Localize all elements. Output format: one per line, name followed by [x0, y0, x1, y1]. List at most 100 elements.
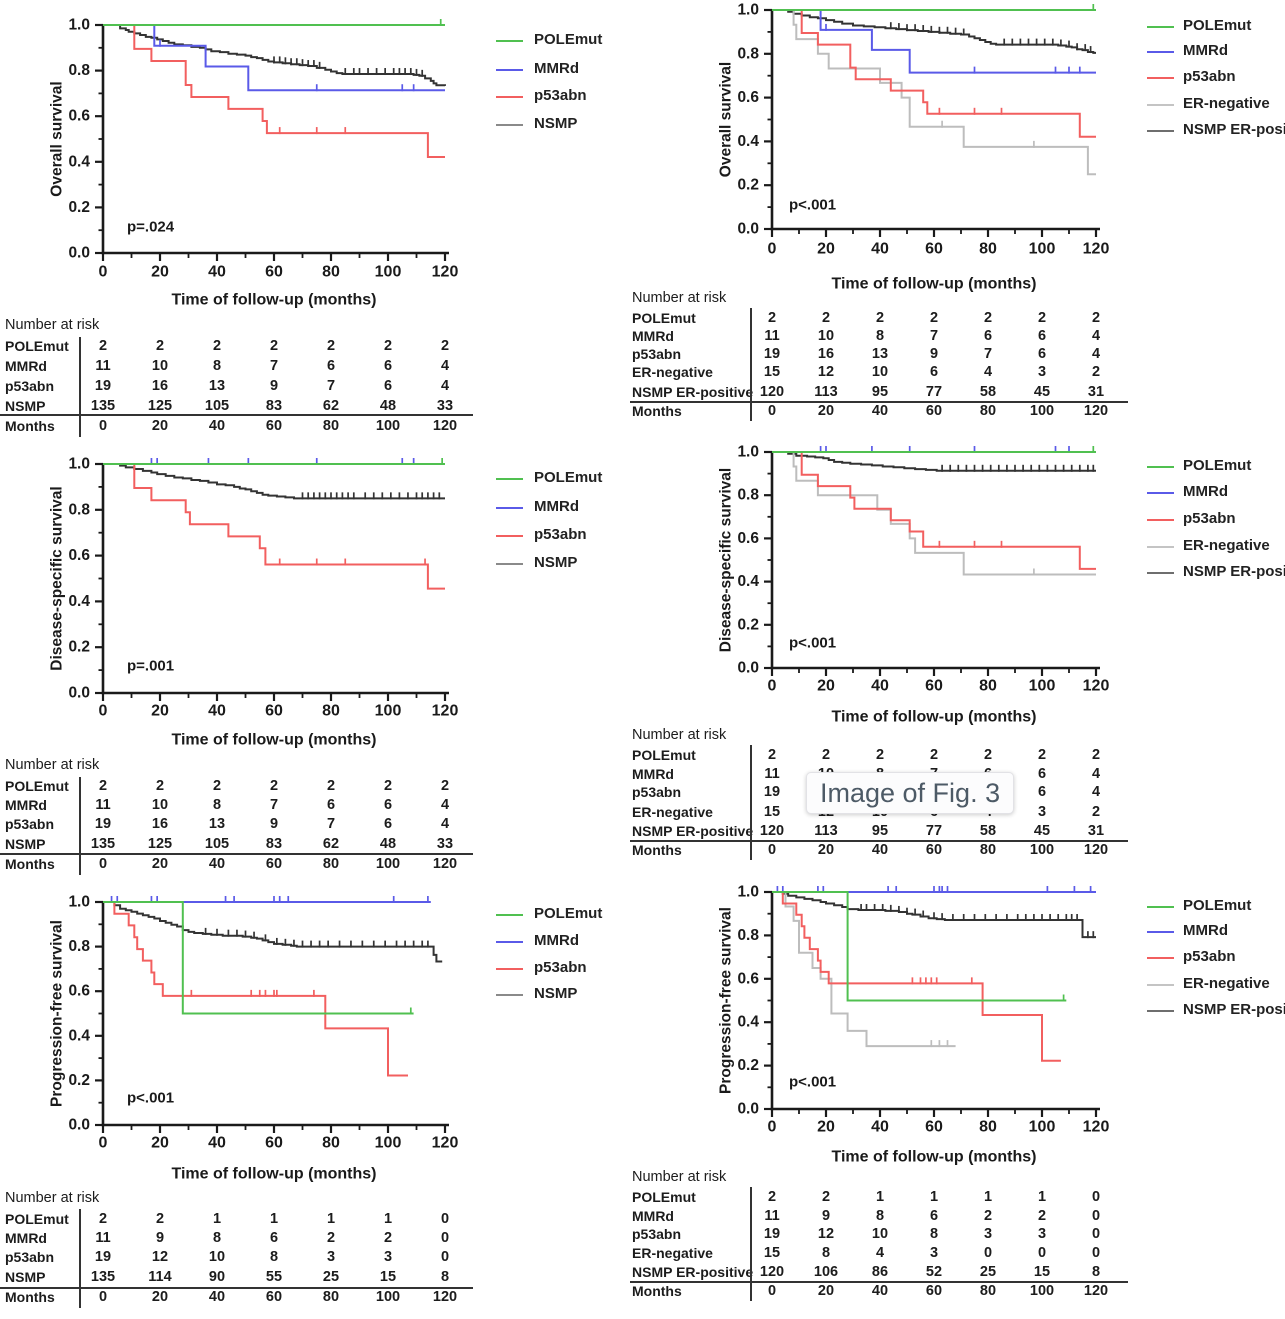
- figure-link-tooltip[interactable]: Image of Fig. 3: [806, 772, 1015, 814]
- svg-text:100: 100: [375, 703, 402, 720]
- dss-molecular-risk-value: 6: [383, 797, 393, 813]
- os-molecular-risk-value: 4: [440, 358, 450, 374]
- dss-er-risk-value: 2: [929, 747, 939, 763]
- pfs-er-risk-value: 0: [1091, 1208, 1101, 1224]
- os-molecular-risk-value: 105: [204, 398, 230, 414]
- dss-er-risk-month-value: 40: [871, 842, 889, 858]
- os-molecular-legend-swatch-MMRd: [496, 69, 523, 71]
- svg-text:0.0: 0.0: [68, 685, 90, 702]
- pfs-molecular-risk-value: 15: [379, 1269, 397, 1285]
- svg-text:120: 120: [432, 1135, 459, 1152]
- dss-er-legend-label-ER-negative: ER-negative: [1183, 536, 1270, 554]
- dss-molecular-risk-month-value: 100: [375, 856, 401, 872]
- dss-er-legend-label-p53abn: p53abn: [1183, 509, 1236, 527]
- dss-molecular-risk-value: 7: [269, 797, 279, 813]
- pfs-molecular-plot: 0.0 0.2 0.4 0.6 0.8 1.0 0 20 40 60 80 100 120 Time of…: [49, 894, 459, 1183]
- svg-text:60: 60: [925, 1119, 943, 1136]
- dss-er-risk-value: 4: [1091, 784, 1101, 800]
- svg-text:1.0: 1.0: [737, 2, 759, 19]
- pfs-er-risk-value: 2: [821, 1189, 831, 1205]
- svg-text:0.6: 0.6: [737, 970, 759, 987]
- pfs-er-risk-value: 0: [1091, 1245, 1101, 1261]
- dss-molecular-risk-table-title: Number at risk: [5, 757, 100, 773]
- pfs-molecular-risk-value: 12: [151, 1249, 169, 1265]
- pfs-er-risk-value: 19: [763, 1226, 781, 1242]
- dss-er-legend-swatch-ER-negative: [1147, 546, 1174, 548]
- pfs-molecular-legend-label-NSMP: NSMP: [534, 984, 578, 1002]
- os-molecular-risk-months-label: Months: [5, 418, 55, 434]
- os-er-risk-value: 12: [817, 364, 835, 380]
- svg-text:100: 100: [375, 1135, 402, 1152]
- svg-text:40: 40: [208, 1135, 226, 1152]
- pfs-molecular-p-value: p<.001: [127, 1090, 174, 1107]
- dss-er-risk-value: 2: [983, 747, 993, 763]
- svg-text:80: 80: [979, 678, 997, 695]
- pfs-er-risk-value: 8: [821, 1245, 831, 1261]
- dss-molecular-legend-label-NSMP: NSMP: [534, 553, 578, 571]
- dss-molecular-risk-value: 62: [322, 836, 340, 852]
- dss-molecular-risk-value: 13: [208, 816, 226, 832]
- os-molecular-risk-value: 2: [440, 338, 450, 354]
- dss-molecular-risk-value: 2: [383, 778, 393, 794]
- pfs-molecular-risk-value: 2: [98, 1211, 108, 1227]
- svg-text:1.0: 1.0: [737, 444, 759, 461]
- dss-er-risk-table-title: Number at risk: [632, 727, 727, 743]
- os-er-risk-value: 13: [871, 346, 889, 362]
- svg-text:0: 0: [99, 1135, 108, 1152]
- os-molecular-risk-value: 2: [212, 338, 222, 354]
- svg-text:120: 120: [1083, 678, 1110, 695]
- os-er-MMRd-curve: [772, 9, 1096, 74]
- os-molecular-p53abn-curve: [103, 24, 445, 158]
- svg-text:0.2: 0.2: [737, 1057, 759, 1074]
- pfs-er-risk-table-title: Number at risk: [632, 1169, 727, 1185]
- pfs-molecular-risk-value: 2: [155, 1211, 165, 1227]
- os-er-legend-label-MMRd: MMRd: [1183, 41, 1228, 59]
- dss-molecular-p53abn-curve: [103, 463, 445, 590]
- pfs-er-risk-month-value: 0: [767, 1283, 777, 1299]
- svg-text:0.6: 0.6: [737, 89, 759, 106]
- os-er-legend-label-POLEmut: POLEmut: [1183, 16, 1252, 34]
- os-molecular-p53abn-censor-marks: [278, 127, 347, 135]
- svg-text:0.6: 0.6: [68, 547, 90, 564]
- os-er-risk-row-label-POLEmut: POLEmut: [632, 310, 696, 326]
- svg-text:0: 0: [99, 264, 108, 281]
- dss-molecular-risk-value: 83: [265, 836, 283, 852]
- os-er-risk-value: 8: [875, 328, 885, 344]
- dss-er-p53abn-censor-marks: [938, 540, 1003, 548]
- dss-molecular-risk-value: 4: [440, 816, 450, 832]
- os-molecular-risk-month-value: 40: [208, 418, 226, 434]
- os-molecular-x-axis-title: Time of follow-up (months): [171, 292, 376, 309]
- pfs-molecular-NSMP-censor-marks: [204, 927, 429, 948]
- os-er-risk-value: 4: [1091, 346, 1101, 362]
- os-molecular-risk-value: 11: [95, 358, 111, 374]
- os-molecular-NSMP-censor-marks: [273, 56, 424, 77]
- os-molecular-risk-month-value: 20: [151, 418, 169, 434]
- pfs-molecular-y-axis-title: Progression-free survival: [49, 920, 66, 1107]
- os-er-risk-row-label-MMRd: MMRd: [632, 328, 674, 344]
- pfs-molecular-risk-month-value: 40: [208, 1289, 226, 1305]
- os-er-risk-value: 6: [983, 328, 993, 344]
- dss-er-legend-label-NSMP ER-positive: NSMP ER-positive: [1183, 562, 1285, 580]
- svg-text:0.2: 0.2: [68, 199, 90, 216]
- dss-er-legend-swatch-NSMP ER-positive: [1147, 572, 1174, 574]
- pfs-er-risk-value: 8: [929, 1226, 939, 1242]
- pfs-molecular-x-axis-title: Time of follow-up (months): [171, 1166, 376, 1183]
- os-er-legend-swatch-p53abn: [1147, 77, 1174, 79]
- pfs-molecular-risk-value: 6: [269, 1230, 279, 1246]
- pfs-er-y-axis-title: Progression-free survival: [718, 907, 735, 1094]
- dss-molecular-risk-value: 6: [326, 797, 336, 813]
- pfs-molecular-risk-value: 10: [208, 1249, 226, 1265]
- dss-molecular-x-axis-title: Time of follow-up (months): [171, 732, 376, 749]
- os-er-p-value: p<.001: [789, 197, 836, 214]
- svg-text:40: 40: [208, 703, 226, 720]
- pfs-molecular-risk-value: 90: [208, 1269, 226, 1285]
- os-er-risk-month-value: 0: [767, 403, 777, 419]
- pfs-molecular-risk-value: 114: [148, 1269, 172, 1285]
- svg-text:60: 60: [925, 241, 943, 258]
- svg-text:0.0: 0.0: [68, 1117, 90, 1134]
- os-molecular-risk-value: 2: [326, 338, 336, 354]
- pfs-er-legend-swatch-NSMP ER-positive: [1147, 1010, 1174, 1012]
- os-er-ER-negative-censor-marks: [941, 120, 1035, 148]
- pfs-er-legend-label-NSMP ER-positive: NSMP ER-positive: [1183, 1000, 1285, 1018]
